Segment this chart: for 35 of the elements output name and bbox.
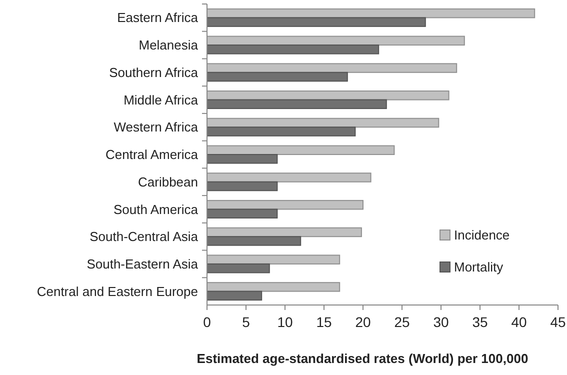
y-tick-label: South-Eastern Asia: [86, 256, 199, 272]
x-axis-title: Estimated age-standardised rates (World) per 100,000: [196, 351, 528, 366]
y-tick-label: Western Africa: [114, 120, 199, 135]
bar: [206, 126, 356, 136]
y-tick-label: Southern Africa: [109, 64, 199, 80]
x-tick-label: 25: [394, 314, 410, 330]
bar: [206, 290, 262, 301]
y-tick-label: South America: [113, 202, 199, 217]
y-tick-label: Middle Africa: [124, 92, 199, 108]
bar: [206, 99, 387, 110]
bar: [206, 236, 302, 246]
bar: [206, 72, 348, 82]
x-tick-label: 45: [550, 314, 566, 330]
y-tick-label: Central and Eastern Europe: [36, 284, 198, 299]
x-tick-label: 20: [355, 314, 371, 330]
x-tick-label: 15: [316, 314, 332, 330]
x-tick-label: 30: [433, 314, 449, 330]
y-tick-label: South-Central Asia: [90, 229, 199, 244]
bar: [206, 263, 270, 274]
legend-label: Incidence: [454, 228, 510, 243]
y-tick-label: Caribbean: [138, 174, 198, 190]
x-tick-label: 0: [203, 314, 212, 330]
legend-label: Mortality: [454, 260, 504, 275]
bar: [206, 154, 278, 164]
bar: [206, 17, 426, 27]
y-tick-label: Melanesia: [138, 38, 199, 53]
x-tick-label: 40: [511, 314, 527, 330]
y-tick-label: Central America: [106, 147, 199, 162]
y-tick-label: Eastern Africa: [117, 10, 199, 26]
x-tick-label: 35: [472, 314, 488, 330]
bar: [206, 208, 278, 218]
bar: [206, 44, 380, 54]
bar: [206, 181, 278, 192]
x-tick-label: 10: [277, 314, 293, 330]
x-tick-label: 5: [242, 314, 250, 330]
